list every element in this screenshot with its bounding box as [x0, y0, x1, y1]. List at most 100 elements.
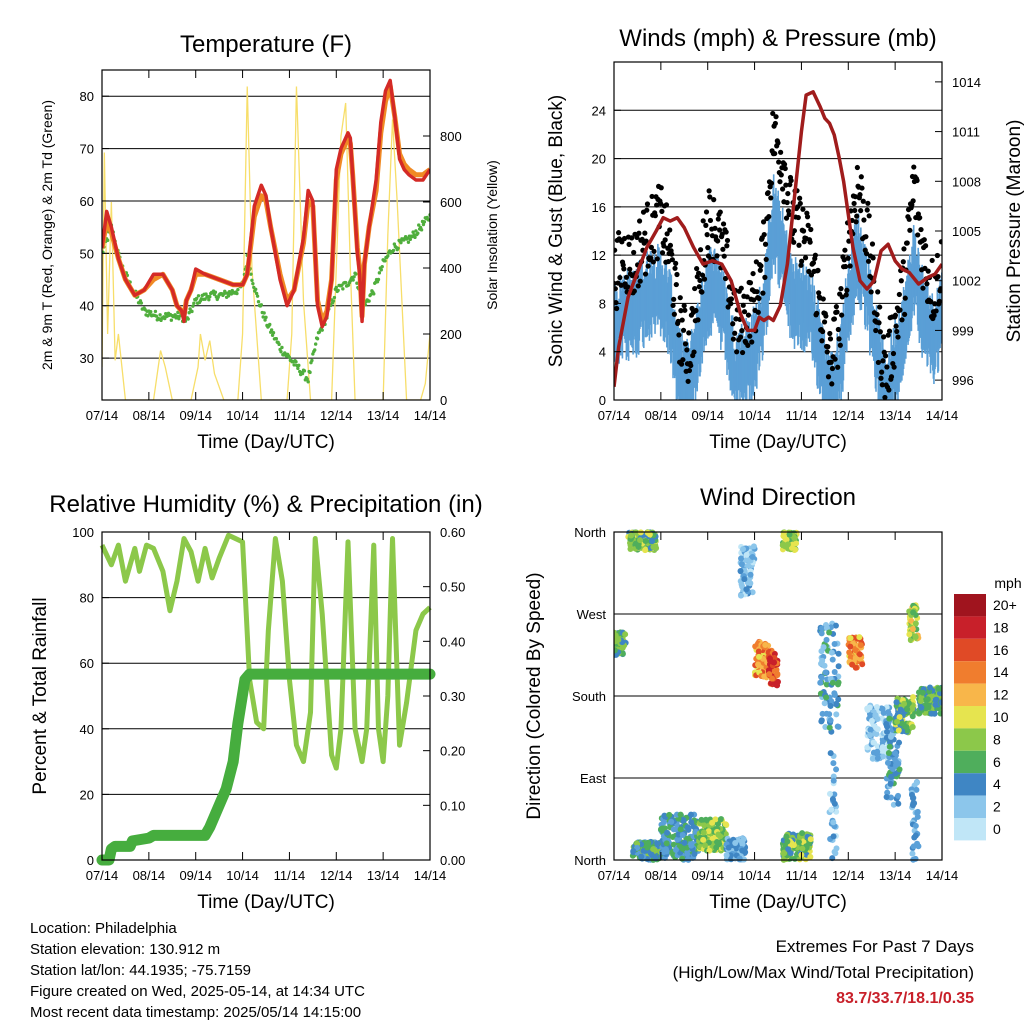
wind-gust-point	[821, 319, 828, 325]
wind-gust-point	[921, 237, 927, 243]
y2-tick-label: 0.00	[440, 853, 465, 868]
wind-direction-point	[908, 618, 915, 625]
wind-gust-point	[720, 221, 727, 227]
wind-gust-point	[659, 250, 666, 256]
wind-gust-point	[798, 262, 804, 268]
wind-gust-point	[833, 304, 839, 310]
wind-gust-point	[802, 255, 809, 261]
wind-gust-point	[864, 207, 870, 213]
wind-direction-point	[660, 849, 667, 856]
wind-direction-point	[785, 846, 792, 853]
wind-direction-point	[912, 832, 919, 839]
legend-swatch	[954, 594, 986, 617]
wind-direction-point	[835, 723, 842, 730]
legend-swatch	[954, 728, 986, 751]
dewpoint-point	[207, 298, 211, 302]
wind-gust-point	[711, 197, 717, 203]
legend-label: 0	[993, 821, 1001, 837]
legend-swatch	[954, 616, 986, 639]
wind-direction-point	[614, 647, 618, 654]
wind-direction-point	[868, 717, 875, 724]
wind-gust-point	[682, 341, 689, 347]
wind-direction-point	[917, 698, 924, 705]
y2-tick-label: 800	[440, 129, 462, 144]
wind-gust-point	[691, 349, 697, 355]
wind-direction-point	[788, 544, 795, 551]
wind-gust-point	[636, 218, 643, 224]
wind-gust-point	[750, 270, 756, 277]
wind-direction-point	[847, 643, 854, 650]
wind-direction-point	[781, 533, 788, 540]
wind-direction-point	[856, 651, 863, 658]
wind-gust-point	[909, 202, 915, 208]
wind-direction-point	[654, 840, 661, 847]
wind-direction-point	[630, 848, 637, 855]
x-tick-label: 10/14	[226, 868, 259, 883]
wind-gust-point	[732, 330, 738, 336]
wind-direction-point	[826, 724, 833, 731]
wind-gust-point	[865, 200, 871, 206]
wind-direction-point	[739, 847, 746, 854]
wind-direction-point	[743, 556, 750, 563]
dewpoint-point	[192, 301, 196, 305]
wind-gust-point	[700, 218, 706, 224]
dewpoint-point	[411, 230, 415, 234]
wind-direction-point	[680, 816, 687, 823]
legend-label: 18	[993, 619, 1009, 635]
wind-direction-point	[884, 759, 891, 766]
wind-direction-point	[912, 822, 919, 829]
x-tick-label: 07/14	[598, 868, 631, 883]
dewpoint-point	[213, 290, 218, 294]
wind-gust-point	[636, 230, 642, 236]
wind-gust-point	[744, 294, 750, 300]
wind-direction-point	[884, 728, 891, 735]
wind-direction-point	[736, 855, 743, 862]
wind-gust-point	[786, 211, 792, 218]
wind-direction-point	[932, 701, 939, 708]
wind-gust-point	[671, 296, 677, 302]
legend-label: 4	[993, 776, 1001, 792]
wind-gust-point	[861, 217, 867, 223]
x-tick-label: 08/14	[645, 408, 678, 423]
wind-direction-point	[822, 669, 829, 676]
wind-direction-point	[909, 850, 916, 857]
wind-gust-point	[782, 165, 788, 172]
wind-gust-point	[664, 231, 670, 237]
wind-direction-series	[614, 529, 942, 863]
wind-gust-point	[852, 207, 858, 214]
y-tick-label: 4	[599, 345, 606, 360]
wind-gust-point	[820, 296, 826, 302]
wind-gust-point	[740, 302, 746, 308]
dewpoint-point	[336, 288, 340, 293]
wind-direction-point	[634, 844, 641, 851]
dewpoint-point	[264, 315, 268, 320]
wind-direction-point	[847, 654, 854, 661]
wind-direction-point	[906, 631, 913, 638]
dewpoint-point	[302, 369, 307, 373]
wind-direction-point	[912, 855, 919, 862]
wind-direction-point	[828, 806, 835, 813]
wind-direction-point	[914, 840, 921, 847]
wind-gust-point	[910, 198, 916, 204]
wind-direction-point	[879, 705, 886, 712]
wind-direction-point	[737, 567, 744, 574]
wind-direction-point	[642, 547, 649, 554]
wind-direction-point	[835, 696, 842, 703]
x-tick-label: 07/14	[86, 868, 119, 883]
wind-gust-point	[886, 387, 892, 393]
dewpoint-point	[176, 310, 180, 315]
wind-gust-point	[824, 349, 830, 355]
dewpoint-point	[191, 304, 195, 308]
dewpoint-point	[334, 285, 338, 290]
dewpoint-point	[332, 295, 337, 300]
legend-label: 20+	[993, 597, 1017, 613]
legend-swatch	[954, 706, 986, 729]
dewpoint-point	[421, 222, 426, 227]
wind-gust-point	[783, 215, 790, 221]
wind-gust-point	[857, 192, 863, 198]
wind-direction-point	[831, 669, 838, 676]
y2-tick-label: 1014	[952, 75, 981, 90]
wind-gust-point	[714, 253, 720, 259]
y-tick-label: 0	[599, 393, 606, 408]
dewpoint-point	[408, 237, 413, 242]
